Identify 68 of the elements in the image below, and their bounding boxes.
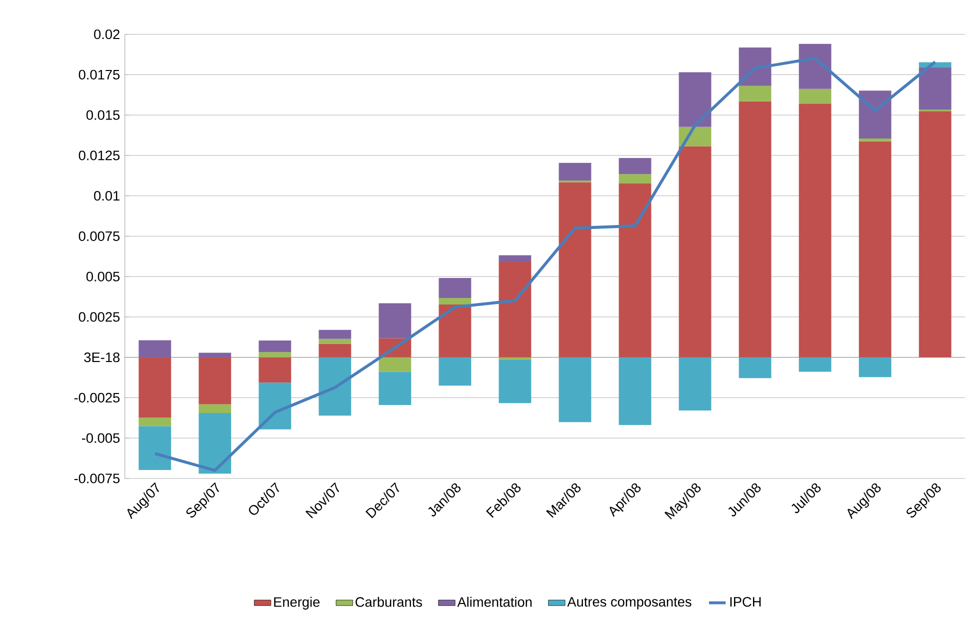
bar bbox=[738, 86, 772, 102]
legend-label: Energie bbox=[274, 596, 320, 610]
bar bbox=[798, 44, 832, 89]
bar bbox=[498, 359, 532, 403]
y-tick-label: 0.0125 bbox=[78, 150, 120, 160]
bar bbox=[318, 330, 352, 339]
bar bbox=[558, 357, 592, 422]
bar bbox=[678, 357, 712, 410]
bar bbox=[318, 344, 352, 358]
bar bbox=[498, 262, 532, 358]
y-tick-label: 0.005 bbox=[86, 271, 120, 282]
bar bbox=[858, 90, 892, 138]
legend-label: Alimentation bbox=[457, 596, 532, 607]
y-tick-label: 0.02 bbox=[94, 29, 120, 39]
bar bbox=[498, 255, 532, 262]
bar bbox=[438, 278, 472, 298]
bar bbox=[858, 138, 892, 142]
bar bbox=[738, 47, 772, 86]
y-tick-label: 0.015 bbox=[86, 110, 120, 120]
bar bbox=[378, 302, 412, 338]
bar bbox=[738, 357, 772, 378]
bar bbox=[918, 110, 952, 358]
y-tick-label: 0.0025 bbox=[78, 312, 120, 322]
y-tick-label: 3E-18 bbox=[84, 352, 120, 362]
bar bbox=[798, 357, 832, 372]
bar bbox=[678, 72, 712, 127]
bar bbox=[618, 183, 652, 358]
y-tick-label: 0.0075 bbox=[78, 231, 120, 241]
bar bbox=[198, 404, 232, 413]
y-tick-label: -0.0025 bbox=[74, 392, 120, 402]
bar bbox=[138, 340, 172, 358]
bar bbox=[798, 103, 832, 358]
bar bbox=[798, 88, 832, 104]
legend-label: IPCH bbox=[730, 596, 761, 606]
y-tick-label: 0.0175 bbox=[78, 70, 120, 80]
bar bbox=[378, 357, 412, 372]
legend-label: Carburants bbox=[356, 596, 422, 607]
bar bbox=[618, 174, 652, 184]
y-tick-label: -0.0075 bbox=[74, 473, 120, 484]
bar bbox=[258, 382, 292, 430]
bar bbox=[438, 298, 472, 304]
line-series bbox=[153, 56, 937, 472]
legend-label: Autres composantes bbox=[567, 596, 692, 610]
bar bbox=[198, 412, 232, 474]
bar bbox=[858, 141, 892, 358]
bar bbox=[378, 372, 412, 405]
y-tick-label: 0.01 bbox=[94, 190, 120, 200]
bar bbox=[198, 357, 232, 404]
bar bbox=[858, 357, 892, 377]
bar bbox=[438, 357, 472, 386]
bar bbox=[558, 182, 592, 358]
bar bbox=[738, 101, 772, 358]
bar bbox=[258, 357, 292, 382]
bar bbox=[558, 162, 592, 180]
bar bbox=[618, 158, 652, 174]
bar bbox=[438, 304, 472, 358]
bar bbox=[618, 357, 652, 425]
bar bbox=[318, 338, 352, 344]
bar bbox=[138, 426, 172, 470]
bar bbox=[138, 417, 172, 426]
bar bbox=[258, 340, 292, 352]
y-tick-label: -0.005 bbox=[82, 433, 120, 443]
bar bbox=[258, 352, 292, 358]
bar bbox=[918, 66, 952, 110]
bar bbox=[138, 357, 172, 418]
bar bbox=[678, 146, 712, 358]
bar bbox=[318, 357, 352, 416]
bar bbox=[198, 352, 232, 358]
